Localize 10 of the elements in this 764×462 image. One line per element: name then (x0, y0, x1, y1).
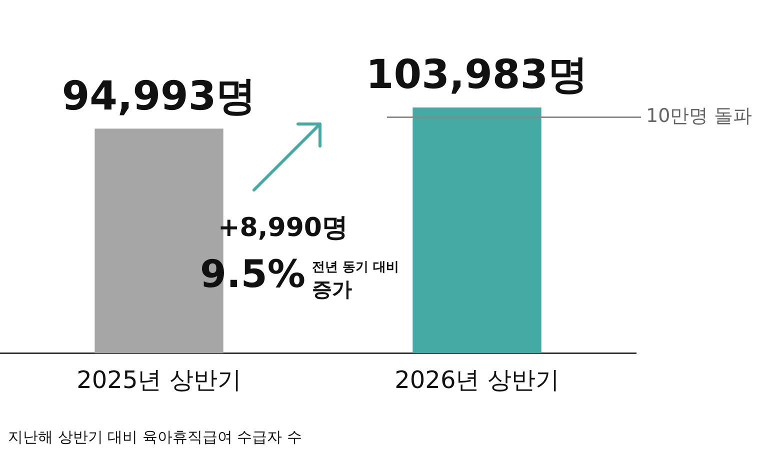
x-tick-label: 2025년 상반기 (76, 366, 242, 394)
annotation: 증가 (312, 276, 352, 303)
annotation: 9.5% (200, 252, 306, 296)
text: 지난해 상반기 대비 육아휴직급여 수급자 수 (8, 428, 302, 447)
data-label: 103,983명 (366, 52, 588, 98)
ref-line-label: 10만명 돌파 (646, 105, 752, 128)
data-label: 94,993명 (62, 73, 256, 120)
annotation: 전년 동기 대비 (312, 259, 400, 276)
x-tick-label: 2026년 상반기 (394, 366, 560, 394)
annotation: +8,990명 (218, 212, 348, 245)
